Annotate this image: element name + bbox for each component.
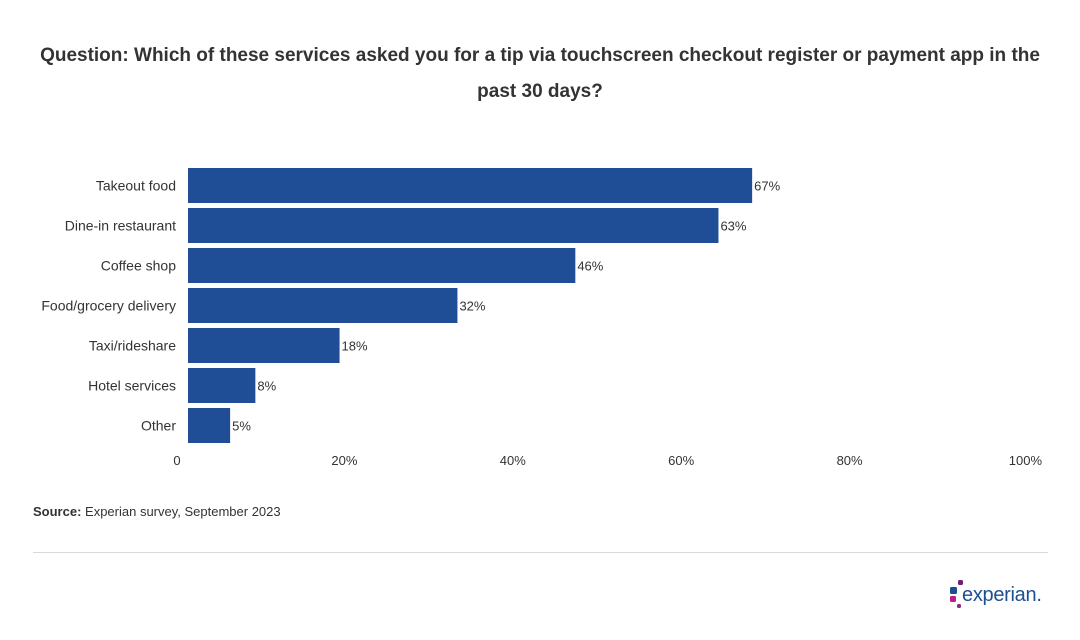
bar xyxy=(188,328,340,363)
data-label: 32% xyxy=(459,299,485,314)
x-tick-label: 100% xyxy=(1009,453,1043,468)
category-label: Coffee shop xyxy=(101,258,176,274)
category-label: Taxi/rideshare xyxy=(89,338,176,354)
logo-wordmark: experian. xyxy=(962,584,1042,606)
data-label: 67% xyxy=(754,179,780,194)
category-label: Hotel services xyxy=(88,378,176,394)
source-note: Source: Experian survey, September 2023 xyxy=(33,504,281,519)
bar xyxy=(188,248,576,283)
x-tick-label: 40% xyxy=(500,453,526,468)
category-label: Other xyxy=(141,418,176,434)
x-tick-label: 60% xyxy=(668,453,694,468)
data-label: 8% xyxy=(257,379,276,394)
category-label: Food/grocery delivery xyxy=(41,298,176,314)
source-label: Source: xyxy=(33,504,82,519)
data-label: 18% xyxy=(342,339,368,354)
experian-logo: experian. xyxy=(948,580,1048,612)
bar xyxy=(188,168,753,203)
footer-divider xyxy=(33,552,1048,553)
logo-dot-blue xyxy=(950,587,957,594)
data-label: 5% xyxy=(232,419,251,434)
x-tick-label: 20% xyxy=(331,453,357,468)
bar xyxy=(188,288,458,323)
data-label: 46% xyxy=(577,259,603,274)
logo-dot-purple xyxy=(958,580,963,585)
data-label: 63% xyxy=(720,219,746,234)
bar-chart: Takeout food 67% Dine-in restaurant 63% Coff… xyxy=(41,168,1043,468)
source-text: Experian survey, September 2023 xyxy=(85,504,281,519)
bar xyxy=(188,368,256,403)
x-tick-label: 80% xyxy=(837,453,863,468)
bar xyxy=(188,208,719,243)
bar xyxy=(188,408,231,443)
chart-title: Question: Which of these services asked … xyxy=(40,45,1040,102)
x-tick-label: 0 xyxy=(173,453,180,468)
logo-dot-violet xyxy=(957,604,961,608)
category-label: Dine-in restaurant xyxy=(65,218,176,234)
category-label: Takeout food xyxy=(96,178,176,194)
logo-dot-magenta xyxy=(950,596,956,602)
